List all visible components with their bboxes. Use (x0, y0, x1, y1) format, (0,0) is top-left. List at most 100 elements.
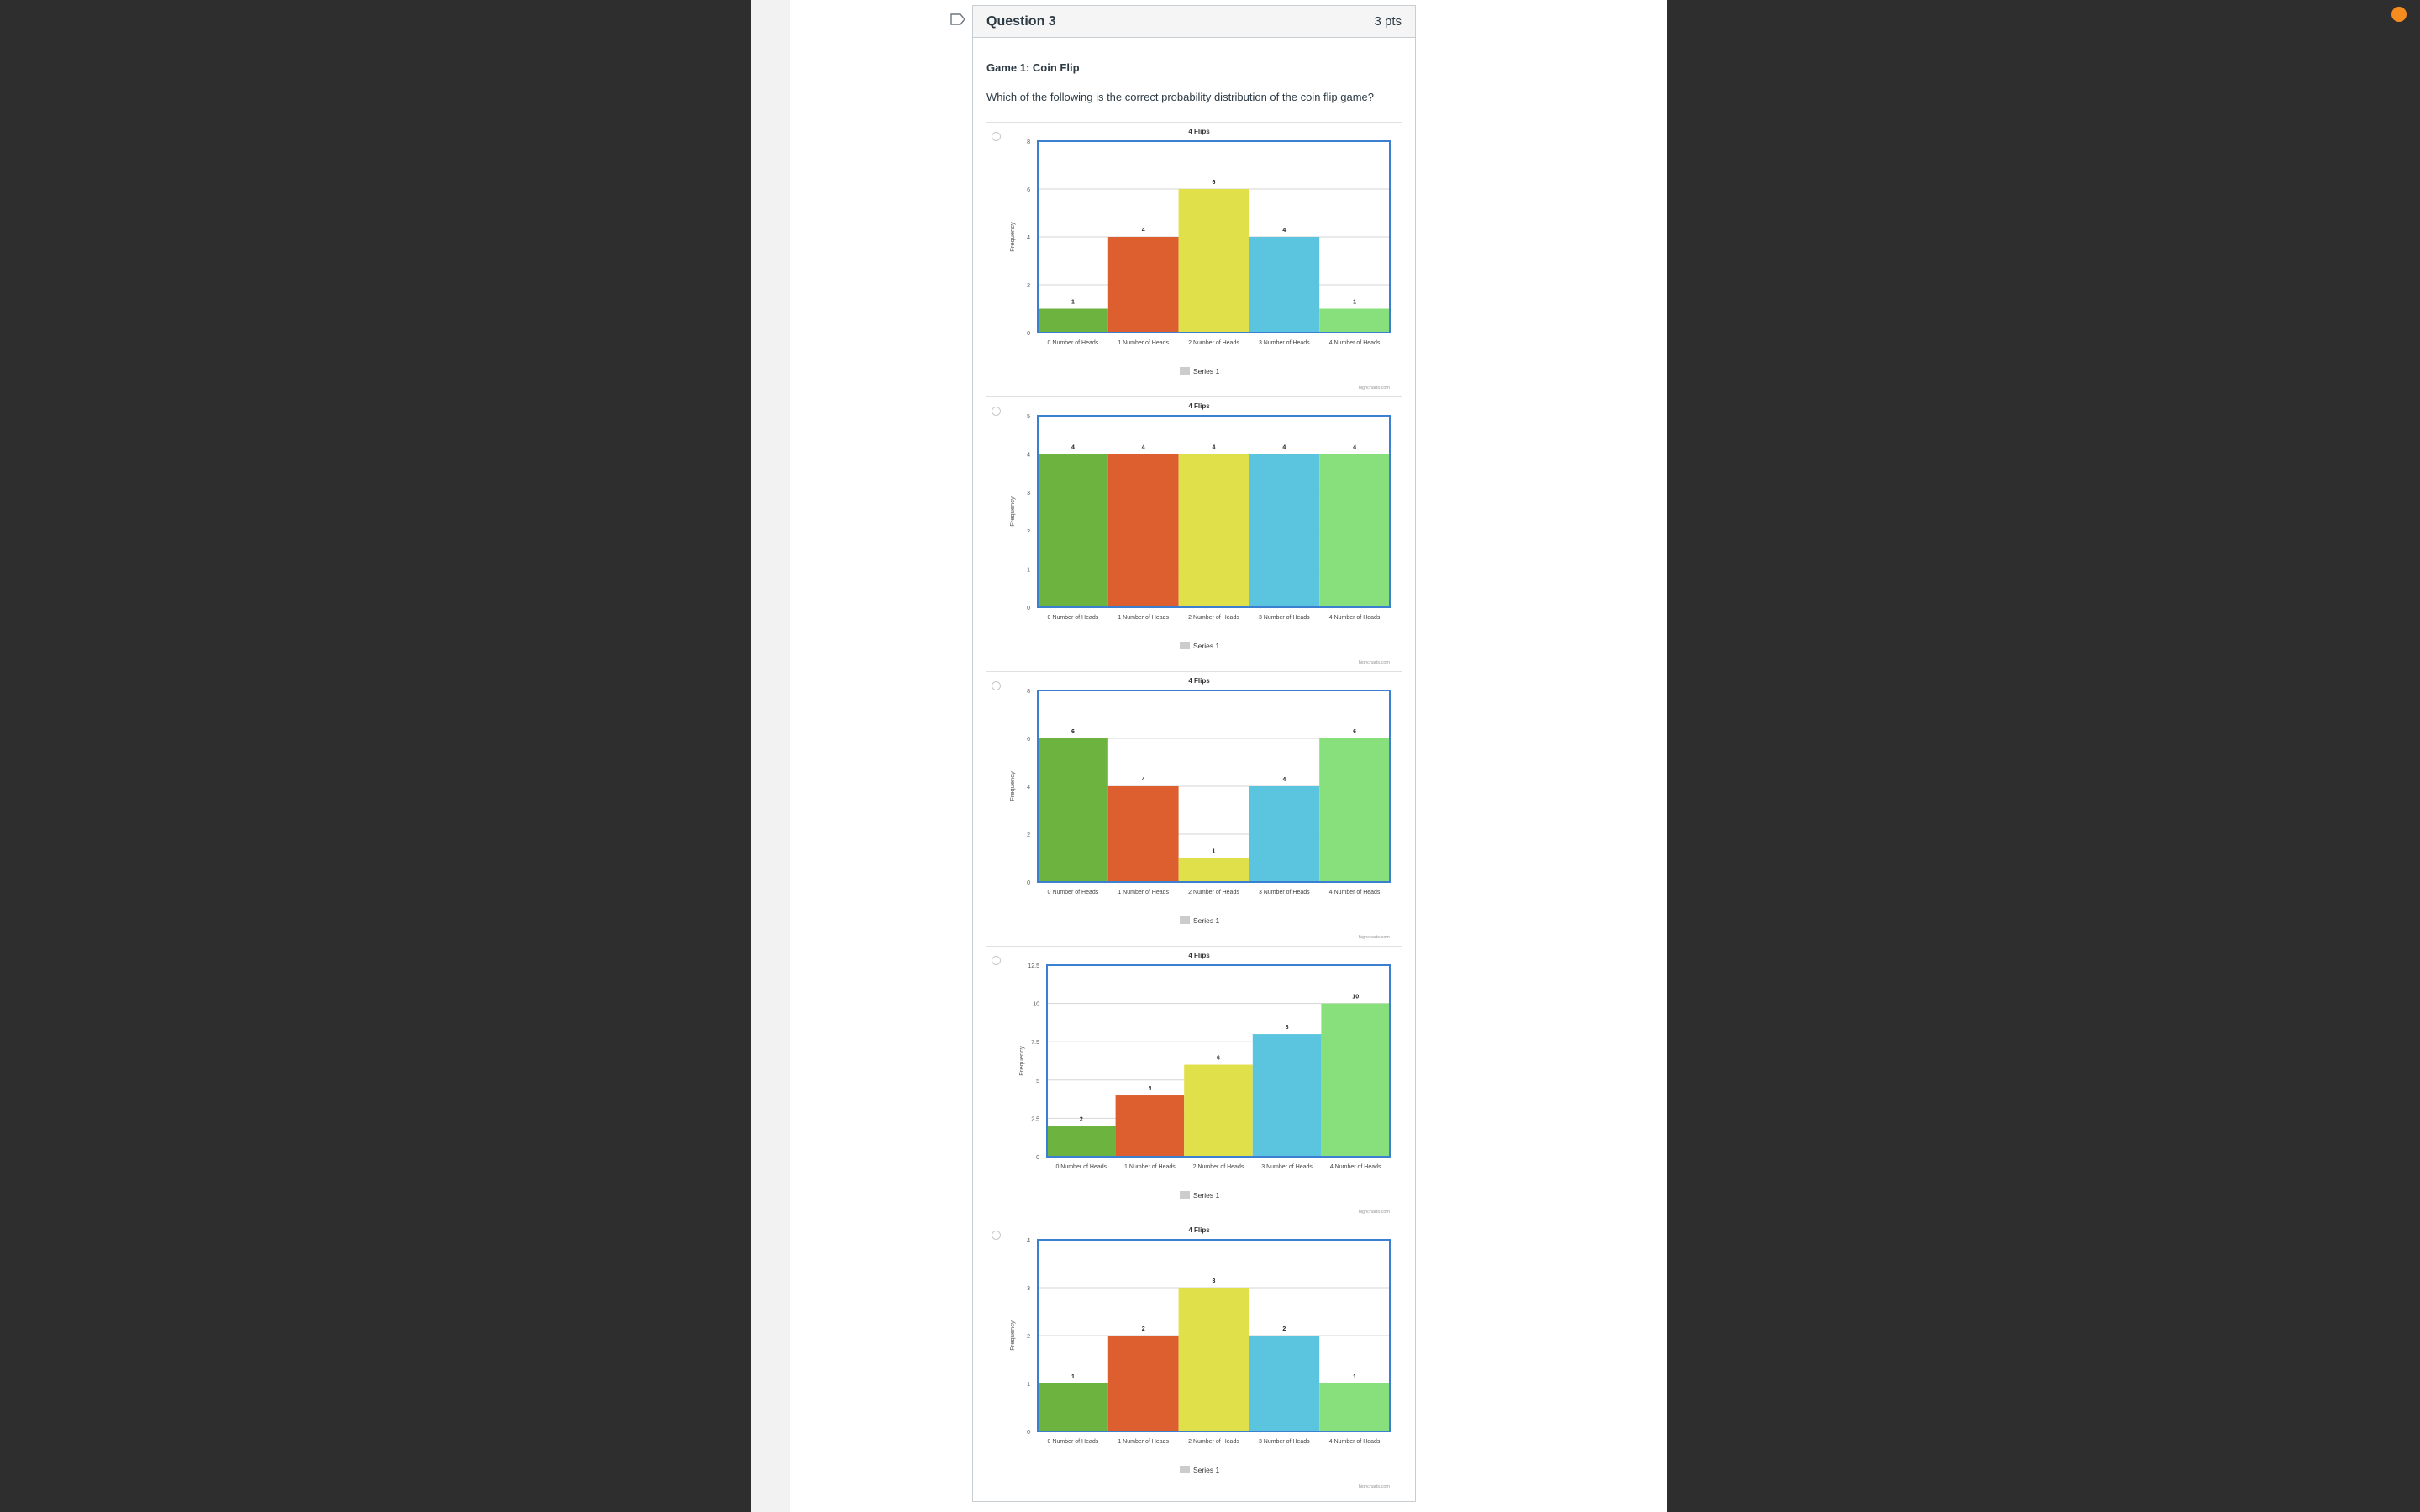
plot-border (1037, 1239, 1391, 1432)
y-tick-label: 4 (1027, 785, 1030, 790)
y-tick-label: 4 (1027, 453, 1030, 459)
y-tick-label: 4 (1027, 1238, 1030, 1244)
chart-title: 4 Flips (1188, 677, 1210, 685)
answer-option-5[interactable]: 4 Flips 0 1 2 3 4 Frequency 1 0 Number of Heads 2… (986, 1221, 1402, 1495)
answer-option-1[interactable]: 4 Flips 0 2 4 6 8 Frequency 1 0 Number of Heads 4… (986, 122, 1402, 396)
chart-title: 4 Flips (1188, 402, 1210, 410)
data-label: 2 (1282, 1326, 1286, 1332)
answer-radio[interactable] (992, 407, 1001, 416)
data-label: 4 (1282, 777, 1286, 783)
x-tick-label: 4 Number of Heads (1329, 340, 1381, 346)
bar (1321, 1003, 1390, 1157)
question-points: 3 pts (1374, 14, 1402, 29)
x-tick-label: 2 Number of Heads (1188, 615, 1239, 621)
data-label: 4 (1142, 777, 1145, 783)
plot-border (1046, 964, 1391, 1158)
bar (1047, 1126, 1116, 1157)
x-tick-label: 3 Number of Heads (1259, 615, 1310, 621)
bar (1107, 454, 1179, 607)
data-label: 3 (1213, 1278, 1216, 1284)
y-tick-label: 2 (1027, 283, 1030, 289)
x-tick-label: 2 Number of Heads (1188, 890, 1239, 895)
answer-radio[interactable] (992, 956, 1001, 965)
x-tick-label: 1 Number of Heads (1118, 890, 1169, 895)
answer-option-4[interactable]: 4 Flips 0 2.5 5 7.5 10 12.5 Frequency 2 0 Number … (986, 946, 1402, 1221)
y-tick-label: 6 (1027, 187, 1030, 193)
data-label: 10 (1352, 995, 1359, 1000)
bar (1038, 738, 1108, 882)
bar (1249, 237, 1320, 333)
plot-border (1037, 140, 1391, 333)
bar-chart: 4 Flips 0 2 4 6 8 Frequency 1 0 Number of Heads 4… (1008, 128, 1391, 391)
x-tick-label: 3 Number of Heads (1259, 890, 1310, 895)
question-body: Game 1: Coin Flip Which of the following… (973, 61, 1415, 103)
data-label: 6 (1071, 729, 1075, 735)
answer-option-3[interactable]: 4 Flips 0 2 4 6 8 Frequency 6 0 Number of Heads 4… (986, 671, 1402, 946)
y-tick-label: 6 (1027, 737, 1030, 743)
x-tick-label: 2 Number of Heads (1193, 1164, 1244, 1170)
data-label: 1 (1353, 1374, 1356, 1380)
y-tick-label: 10 (1033, 1002, 1039, 1008)
bar (1249, 454, 1320, 607)
x-tick-label: 2 Number of Heads (1188, 1439, 1239, 1445)
x-tick-label: 0 Number of Heads (1048, 890, 1099, 895)
y-tick-label: 2.5 (1031, 1116, 1039, 1122)
answer-radio[interactable] (992, 1231, 1001, 1240)
question-card: Question 3 3 pts Game 1: Coin Flip Which… (972, 5, 1416, 1502)
data-label: 4 (1353, 445, 1356, 451)
x-tick-label: 0 Number of Heads (1048, 615, 1099, 621)
data-label: 1 (1071, 300, 1075, 306)
x-tick-label: 4 Number of Heads (1330, 1164, 1381, 1170)
data-label: 1 (1071, 1374, 1075, 1380)
legend-label: Series 1 (1193, 1191, 1219, 1200)
y-tick-label: 2 (1027, 832, 1030, 838)
x-tick-label: 3 Number of Heads (1259, 340, 1310, 346)
data-label: 4 (1148, 1086, 1151, 1092)
x-tick-label: 1 Number of Heads (1118, 615, 1169, 621)
y-tick-label: 0 (1027, 1430, 1030, 1436)
y-tick-label: 2 (1027, 529, 1030, 535)
x-tick-label: 4 Number of Heads (1329, 1439, 1381, 1445)
chart-credit: highcharts.com (1359, 660, 1391, 665)
legend-swatch (1180, 1191, 1190, 1199)
answer-radio[interactable] (992, 132, 1001, 141)
data-label: 4 (1142, 445, 1145, 451)
answer-list: 4 Flips 0 2 4 6 8 Frequency 1 0 Number of Heads 4… (986, 122, 1402, 1495)
data-label: 4 (1142, 228, 1145, 234)
y-axis-label: Frequency (1008, 222, 1016, 252)
bar (1319, 308, 1390, 333)
legend-label: Series 1 (1193, 367, 1219, 375)
x-tick-label: 0 Number of Heads (1055, 1164, 1107, 1170)
y-tick-label: 8 (1027, 139, 1030, 145)
bar (1184, 1064, 1253, 1157)
bar-chart: 4 Flips 0 1 2 3 4 Frequency 1 0 Number of Heads 2… (1008, 1226, 1391, 1489)
question-text: Which of the following is the correct pr… (986, 91, 1375, 103)
x-tick-label: 0 Number of Heads (1048, 340, 1099, 346)
question-header: Question 3 3 pts (973, 6, 1415, 38)
y-tick-label: 3 (1027, 1286, 1030, 1292)
bar (1178, 858, 1249, 882)
data-label: 6 (1213, 180, 1216, 186)
data-label: 4 (1282, 445, 1286, 451)
notification-dot[interactable] (2391, 7, 2407, 22)
data-label: 4 (1282, 228, 1286, 234)
y-tick-label: 0 (1036, 1155, 1039, 1161)
flag-icon[interactable] (950, 13, 966, 26)
x-tick-label: 1 Number of Heads (1118, 340, 1169, 346)
bar (1252, 1034, 1322, 1157)
bar (1038, 308, 1108, 333)
y-tick-label: 7.5 (1031, 1040, 1039, 1046)
y-tick-label: 8 (1027, 689, 1030, 695)
chart-title: 4 Flips (1188, 128, 1210, 135)
x-tick-label: 4 Number of Heads (1329, 890, 1381, 895)
legend-label: Series 1 (1193, 1466, 1219, 1474)
data-label: 6 (1217, 1056, 1220, 1062)
answer-option-2[interactable]: 4 Flips 0 1 2 3 4 5 Frequency 4 0 Number of Heads… (986, 396, 1402, 671)
answer-radio[interactable] (992, 681, 1001, 690)
data-label: 8 (1286, 1025, 1289, 1031)
bar (1038, 1383, 1108, 1431)
chart-title: 4 Flips (1188, 1226, 1210, 1234)
plot-border (1037, 690, 1391, 883)
bar (1178, 454, 1249, 607)
legend-swatch (1180, 367, 1190, 375)
